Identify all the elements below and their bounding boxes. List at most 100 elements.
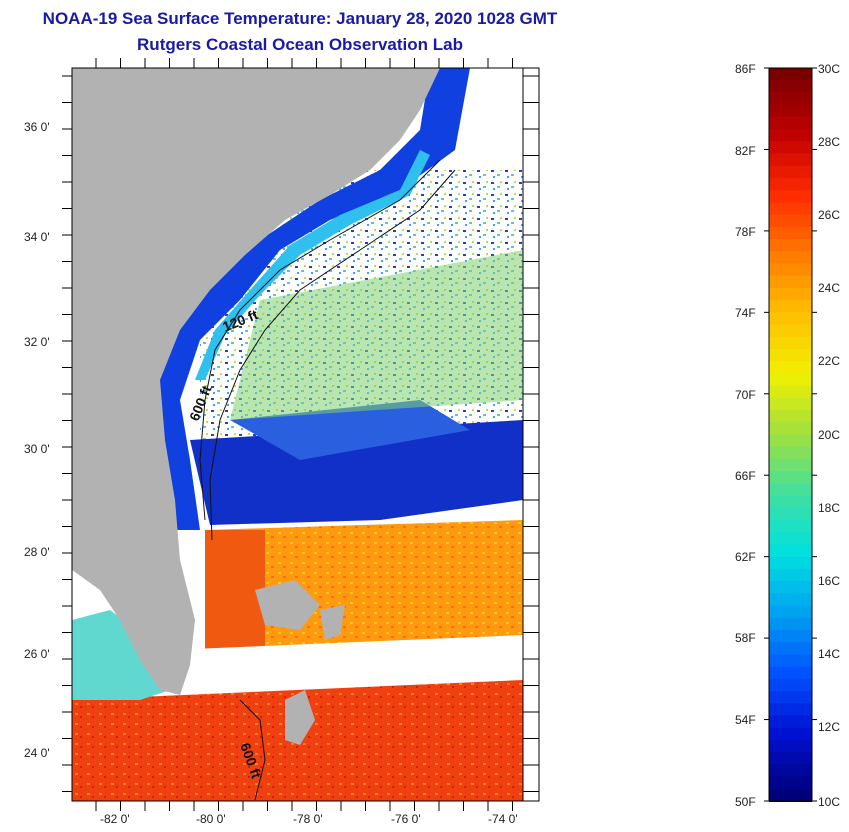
colorbar-c-label: 26C [818, 208, 841, 222]
colorbar-step [769, 507, 812, 522]
lon-label: -82 0' [100, 812, 130, 826]
lon-label: -74 0' [488, 812, 518, 826]
colorbar-step [769, 129, 812, 143]
gulf-shelf-water [72, 610, 170, 700]
colorbar-f-label: 58F [735, 631, 756, 645]
colorbar-step [769, 593, 812, 607]
colorbar-step [769, 434, 812, 448]
colorbar-step [769, 691, 812, 705]
colorbar-step [769, 605, 812, 619]
colorbar-f-label: 70F [735, 388, 756, 402]
lat-label: 26 0' [24, 647, 50, 661]
colorbar-step [769, 336, 812, 350]
colorbar-step [769, 214, 812, 228]
colorbar-f-label: 50F [735, 795, 756, 809]
colorbar-step [769, 251, 812, 265]
contour-600ft [209, 169, 456, 541]
colorbar-c-label: 22C [818, 354, 841, 368]
colorbar-step [769, 739, 812, 754]
colorbar-step [769, 239, 812, 253]
land-bahamas-north [255, 580, 320, 630]
gulf-stream-core [205, 530, 265, 660]
colorbar-step [769, 752, 812, 766]
colorbar-step [769, 226, 812, 241]
colorbar-step [769, 385, 812, 399]
colorbar-f-label: 54F [735, 713, 756, 727]
colorbar-step [769, 422, 812, 436]
coastal-shelf-water [195, 150, 430, 380]
colorbar-c-label: 14C [818, 647, 841, 661]
colorbar-c-label: 18C [818, 501, 841, 515]
colorbar-f-label: 86F [735, 62, 756, 76]
colorbar-step [769, 581, 812, 595]
cold-water-band [190, 420, 523, 525]
sst-field [72, 68, 523, 801]
land-andros [285, 690, 315, 745]
colorbar-step [769, 190, 812, 204]
colorbar-step [769, 629, 812, 644]
colorbar-frame [768, 67, 813, 802]
colorbar-step [769, 361, 812, 375]
colorbar-step [769, 68, 812, 82]
colorbar-step [769, 703, 812, 717]
colorbar-f-label: 74F [735, 306, 756, 320]
colorbar-step [769, 165, 812, 179]
colorbar-step [769, 116, 812, 131]
colorbar-step [769, 202, 812, 216]
land-us-southeast [72, 68, 440, 695]
colorbar-step [769, 568, 812, 583]
colorbar-step [769, 373, 812, 387]
lat-label: 36 0' [24, 120, 50, 134]
colorbar-step [769, 397, 812, 412]
colorbar-step [769, 776, 812, 790]
map-title: NOAA-19 Sea Surface Temperature: January… [42, 9, 558, 28]
lon-label: -78 0' [293, 812, 323, 826]
lat-label: 30 0' [24, 442, 50, 456]
colorbar-step [769, 348, 812, 363]
colorbar-step [769, 617, 812, 631]
colorbar-step [769, 471, 812, 485]
map-subtitle: Rutgers Coastal Ocean Observation Lab [137, 35, 463, 54]
colorbar [764, 67, 817, 802]
colorbar-step [769, 556, 812, 570]
colorbar-c-label: 16C [818, 574, 841, 588]
colorbar-c-label: 28C [818, 135, 841, 149]
colorbar-step [769, 764, 812, 778]
lat-label: 24 0' [24, 746, 50, 760]
colorbar-f-label: 62F [735, 550, 756, 564]
colorbar-step [769, 666, 812, 680]
colorbar-c-label: 10C [818, 795, 841, 809]
colorbar-c-label: 24C [818, 281, 841, 295]
land-eleuthera [320, 605, 345, 640]
colorbar-step [769, 495, 812, 509]
colorbar-step [769, 275, 812, 289]
colorbar-step [769, 532, 812, 546]
lat-label: 34 0' [24, 230, 50, 244]
colorbar-step [769, 715, 812, 729]
colorbar-step [769, 153, 812, 167]
colorbar-step [769, 300, 812, 314]
colorbar-step [769, 678, 812, 693]
mixed-temperature-zone [230, 250, 523, 420]
colorbar-step [769, 312, 812, 326]
colorbar-step [769, 177, 812, 192]
colorbar-c-label: 20C [818, 428, 841, 442]
lat-label: 32 0' [24, 335, 50, 349]
axes-frame [71, 67, 540, 802]
colorbar-step [769, 642, 812, 656]
colorbar-step [769, 324, 812, 338]
colorbar-step [769, 287, 812, 302]
colorbar-f-label: 78F [735, 225, 756, 239]
coastal-cold-water [155, 68, 470, 530]
contour-120ft [199, 159, 441, 521]
colorbar-step [769, 520, 812, 534]
colorbar-step [769, 104, 812, 118]
colorbar-c-label: 12C [818, 720, 841, 734]
colorbar-f-label: 66F [735, 469, 756, 483]
colorbar-step [769, 727, 812, 741]
lon-label: -80 0' [196, 812, 226, 826]
lat-label: 28 0' [24, 545, 50, 559]
colorbar-step [769, 458, 812, 473]
colorbar-step [769, 141, 812, 155]
